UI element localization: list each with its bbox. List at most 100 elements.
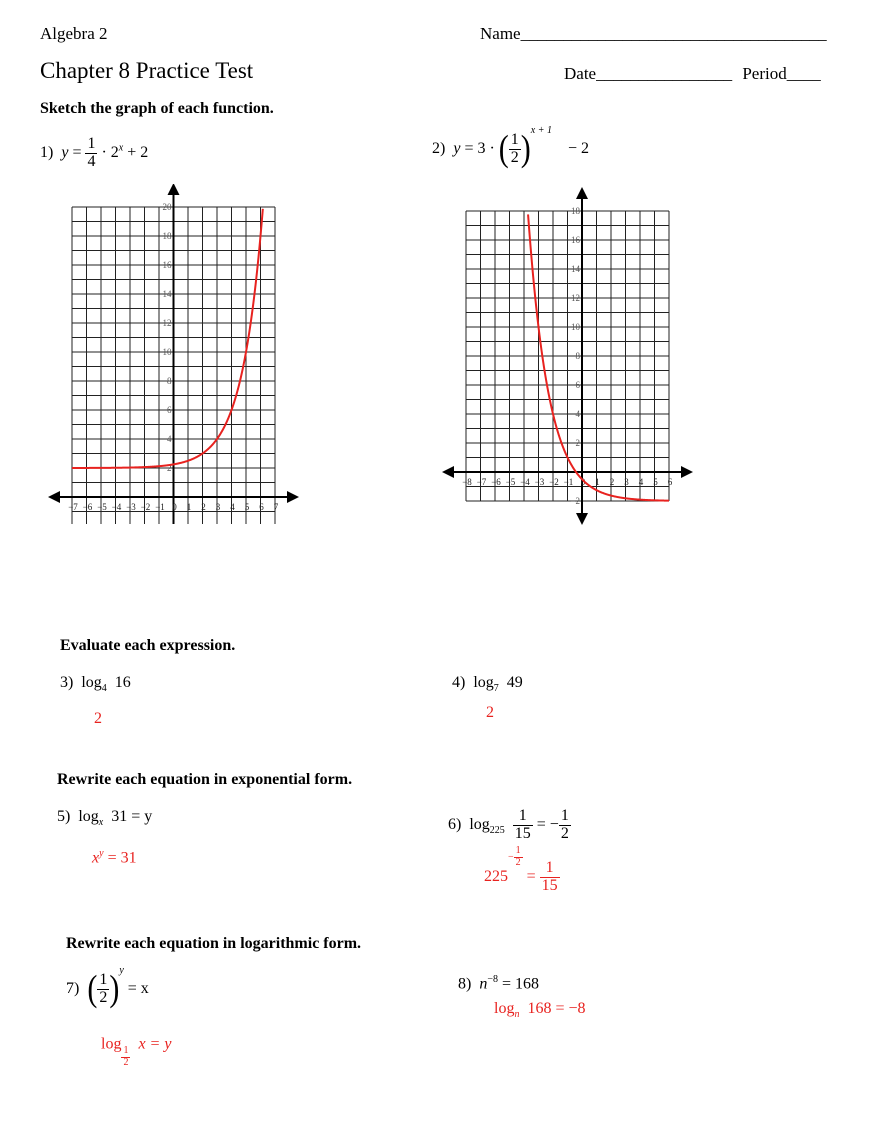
q7-answer-rest: x = y [138, 1035, 172, 1053]
q5-log: log [78, 808, 99, 825]
q3-number: 3) [60, 674, 74, 691]
q7-answer-log: log [101, 1035, 122, 1053]
q8-rest: = 168 [501, 975, 539, 993]
q1-number: 1) [40, 143, 54, 161]
graph-1-y-tick-labels: 2 4 6 8 10 12 14 16 18 20 [163, 202, 173, 473]
section-sketch-heading: Sketch the graph of each function. [40, 100, 274, 117]
graph-2-grid [465, 210, 670, 502]
x-tick-label: −6 [491, 477, 501, 487]
x-tick-label: 1 [595, 477, 600, 487]
question-6: 6) log225 1 15 = −1 2 [448, 807, 571, 843]
q6-answer-fraction: 1 15 [539, 859, 560, 894]
q8-answer-base: n [514, 1009, 520, 1021]
y-tick-label: 18 [571, 206, 581, 216]
date-period-fields[interactable]: Date________________ Period____ [564, 64, 821, 84]
name-line: ____________________________________ [520, 24, 827, 43]
name-label: Name [480, 24, 521, 43]
section-exponential-heading: Rewrite each equation in exponential for… [57, 771, 353, 788]
q3-log: log [81, 674, 102, 691]
q1-base: 2 [110, 143, 119, 161]
x-tick-label: 7 [274, 502, 279, 512]
q8-number: 8) [458, 975, 472, 993]
y-tick-label: 12 [571, 293, 580, 303]
y-tick-label: 2 [576, 438, 581, 448]
x-tick-label: 3 [624, 477, 629, 487]
y-axis-arrow-down [576, 513, 588, 525]
q3-argument: 16 [114, 674, 131, 691]
y-tick-label: 2 [167, 463, 172, 473]
x-tick-label: −7 [477, 477, 487, 487]
q1-dot: · [101, 143, 107, 161]
q7-rest: = x [127, 979, 149, 997]
x-tick-label: 1 [187, 502, 192, 512]
q6-number: 6) [448, 815, 462, 833]
q4-number: 4) [452, 674, 466, 691]
question-2: 2) y = 3 · (1 2)x + 1 − 2 [432, 124, 590, 170]
x-tick-label: 2 [610, 477, 615, 487]
section-logarithmic-heading: Rewrite each equation in logarithmic for… [66, 935, 362, 952]
x-tick-label: −1 [564, 477, 574, 487]
q8-answer: logn 168 = −8 [494, 1000, 586, 1020]
q2-equals: = 3 · [464, 139, 495, 157]
section-evaluate-heading: Evaluate each expression. [60, 637, 236, 654]
date-label: Date [564, 64, 597, 83]
q7-exponent: y [119, 964, 124, 976]
q4-argument: 49 [506, 674, 523, 691]
q5-answer-exponent: y [99, 848, 104, 859]
q1-equals: = [72, 143, 82, 161]
q6-log: log [469, 815, 490, 833]
q5-base: x [98, 817, 104, 829]
q7-number: 7) [66, 979, 80, 997]
graph-2-axes [442, 187, 693, 525]
q4-answer: 2 [486, 704, 494, 721]
page-title: Chapter 8 Practice Test [40, 58, 254, 83]
y-tick-label: 20 [163, 202, 173, 212]
y-tick-label: 18 [163, 231, 173, 241]
y-tick-label: 14 [571, 264, 581, 274]
q1-y: y [61, 143, 69, 161]
y-tick-label: 10 [571, 322, 581, 332]
x-tick-label: −5 [97, 502, 107, 512]
y-tick-label: 6 [167, 405, 172, 415]
q5-answer: xy = 31 [92, 848, 137, 867]
y-tick-label: 14 [163, 289, 173, 299]
q4-log: log [473, 674, 494, 691]
q2-number: 2) [432, 139, 446, 157]
y-axis-arrow-up [167, 184, 180, 195]
y-axis-arrow-up [576, 187, 588, 199]
graph-1-axes [48, 184, 299, 524]
x-tick-label: −2 [141, 502, 151, 512]
x-tick-label: 4 [639, 477, 644, 487]
y-tick-label: 16 [163, 260, 173, 270]
x-tick-label: 5 [653, 477, 658, 487]
graph-2-x-tick-labels: −8 −7 −6 −5 −4 −3 −2 −1 0 1 2 3 4 5 6 [462, 477, 673, 487]
y-tick-label: 6 [576, 380, 581, 390]
name-field[interactable]: Name____________________________________ [480, 24, 827, 44]
x-tick-label: −2 [549, 477, 559, 487]
y-tick-label: 12 [163, 318, 172, 328]
x-tick-label: 6 [668, 477, 673, 487]
period-line: ____ [786, 64, 821, 83]
x-axis-arrow-left [442, 466, 454, 478]
question-3: 3) log4 16 [60, 674, 131, 694]
q4-base: 7 [493, 683, 499, 695]
y-tick-label: 10 [163, 347, 173, 357]
y-tick-label: 8 [167, 376, 172, 386]
y-tick-label: 16 [571, 235, 581, 245]
x-tick-label: 0 [172, 502, 177, 512]
q5-number: 5) [57, 808, 71, 825]
x-tick-label: −4 [112, 502, 122, 512]
q8-base: n [479, 975, 488, 993]
x-tick-label: 3 [216, 502, 221, 512]
question-5: 5) logx 31 = y [57, 808, 152, 828]
question-8: 8) n−8 = 168 [458, 974, 539, 993]
graph-2-curve [527, 214, 669, 502]
x-tick-label: 0 [581, 477, 586, 487]
course-name: Algebra 2 [40, 24, 108, 43]
